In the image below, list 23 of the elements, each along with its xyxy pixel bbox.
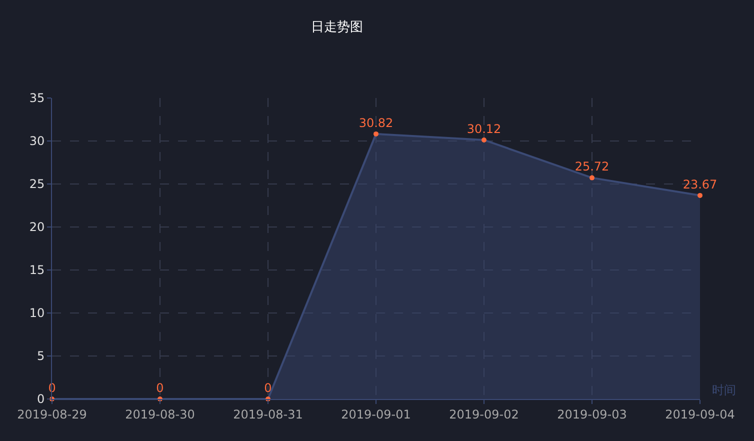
y-tick-label: 10 (29, 306, 45, 320)
data-label: 25.72 (574, 160, 610, 174)
x-axis-title: 时间 (712, 383, 736, 397)
data-label: 0 (156, 380, 164, 395)
x-tick-label: 2019-09-04 (665, 407, 735, 422)
y-tick-label: 5 (36, 349, 45, 364)
x-tick-label: 2019-08-31 (233, 407, 303, 422)
data-label: 0 (264, 380, 272, 395)
x-tick-label: 2019-08-29 (17, 407, 87, 422)
x-tick-label: 2019-09-03 (557, 407, 627, 422)
data-label: 30.82 (358, 116, 394, 130)
y-tick-label: 25 (29, 177, 45, 192)
data-label: 23.67 (682, 177, 718, 192)
data-label: 30.12 (466, 122, 502, 136)
chart-title: 日走势图 (311, 20, 364, 36)
y-tick-label: 20 (29, 220, 45, 234)
y-tick-label: 0 (36, 392, 45, 406)
x-tick-label: 2019-09-02 (449, 407, 519, 422)
y-tick-label: 35 (29, 91, 45, 106)
y-tick-label: 15 (29, 263, 45, 278)
x-tick-label: 2019-08-30 (125, 407, 195, 422)
y-tick-label: 30 (29, 134, 45, 148)
x-tick-label: 2019-09-01 (341, 407, 411, 422)
